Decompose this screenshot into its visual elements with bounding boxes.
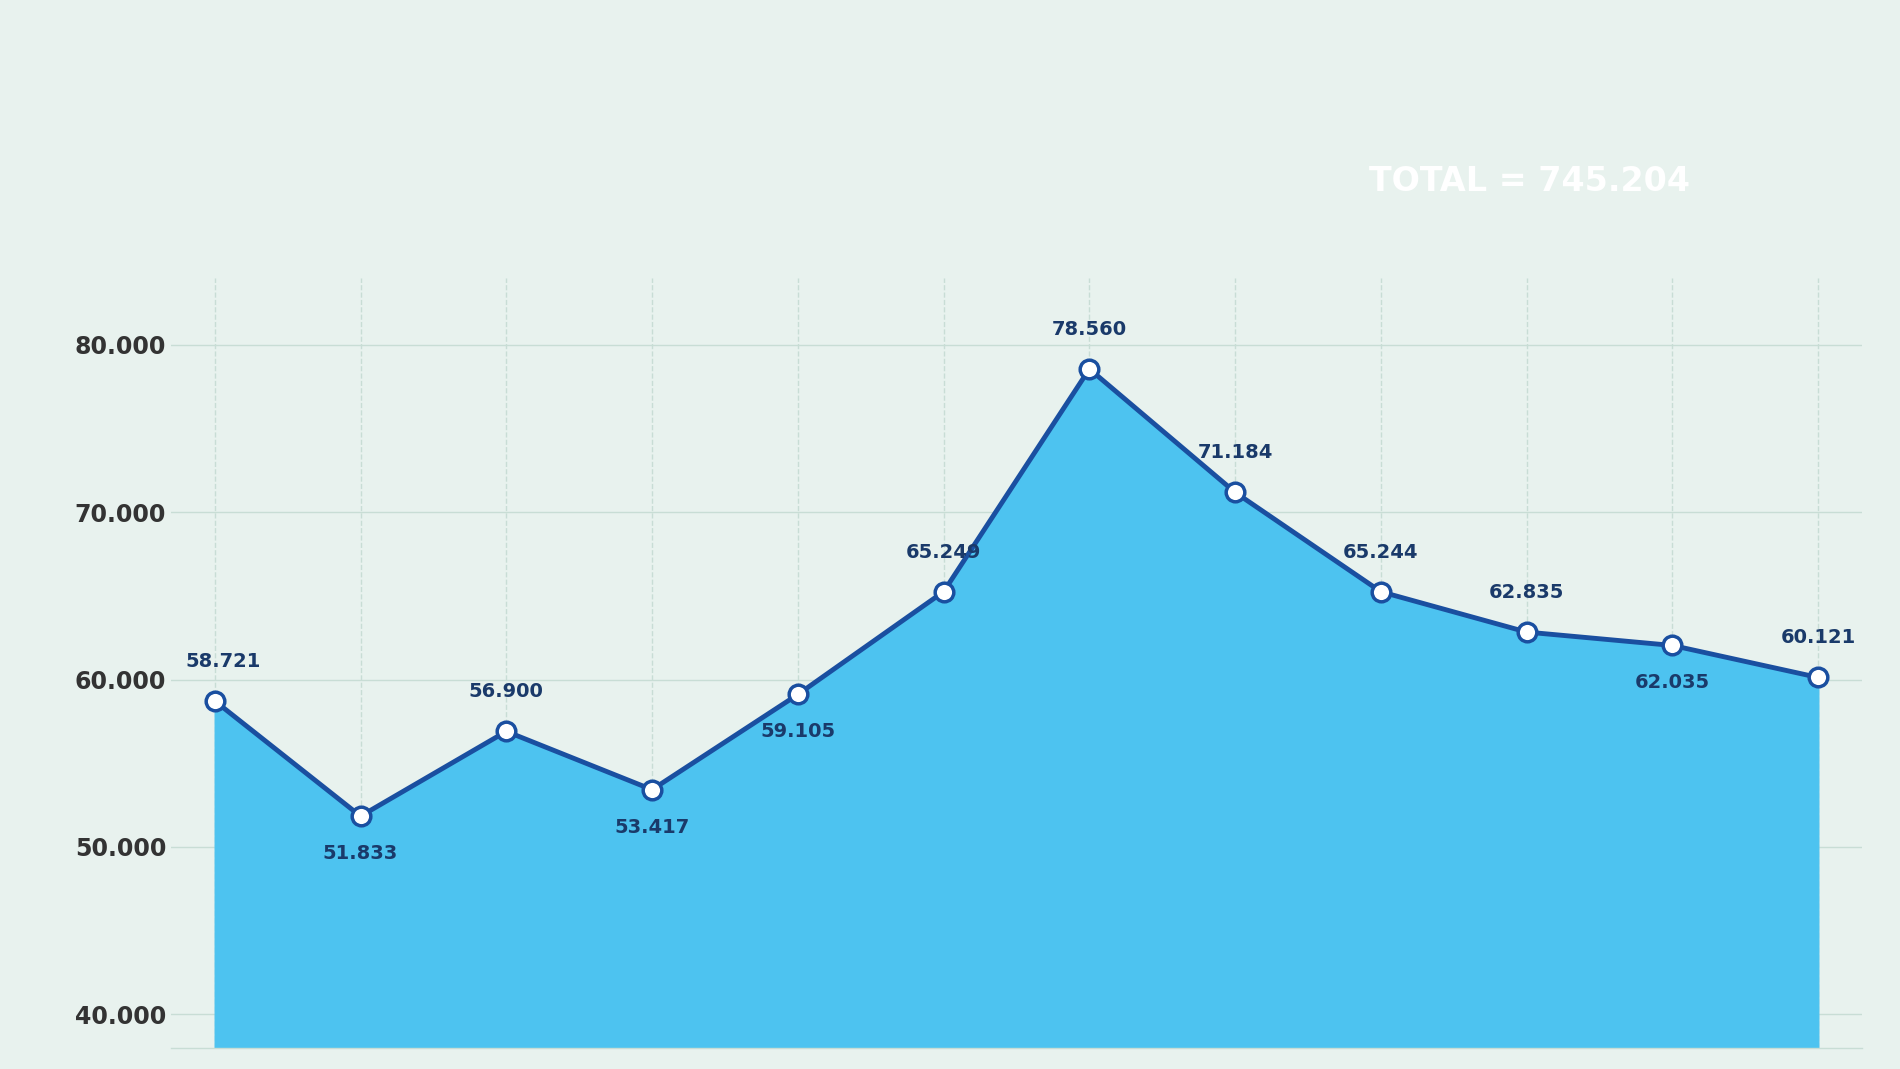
- Text: 62.835: 62.835: [1490, 583, 1564, 602]
- Text: 60.121: 60.121: [1780, 629, 1856, 648]
- Text: 71.184: 71.184: [1197, 444, 1273, 462]
- Text: 65.244: 65.244: [1343, 543, 1419, 561]
- Text: 78.560: 78.560: [1053, 320, 1127, 339]
- Point: [636, 781, 667, 799]
- Point: [200, 693, 230, 710]
- Text: 51.833: 51.833: [323, 845, 399, 863]
- Point: [1220, 484, 1250, 501]
- Point: [1803, 669, 1834, 686]
- Text: 62.035: 62.035: [1634, 673, 1710, 693]
- Point: [1512, 623, 1543, 640]
- Point: [346, 807, 376, 824]
- Text: 53.417: 53.417: [614, 818, 690, 837]
- Text: 65.249: 65.249: [906, 543, 980, 561]
- Text: 56.900: 56.900: [469, 682, 543, 701]
- Point: [1657, 637, 1687, 654]
- Point: [929, 583, 960, 600]
- Text: 58.721: 58.721: [186, 652, 260, 670]
- Point: [490, 723, 521, 740]
- Text: TOTAL = 745.204: TOTAL = 745.204: [1370, 166, 1689, 198]
- Text: 59.105: 59.105: [760, 723, 836, 741]
- Point: [783, 686, 813, 703]
- Point: [1366, 584, 1396, 601]
- Point: [1074, 360, 1104, 377]
